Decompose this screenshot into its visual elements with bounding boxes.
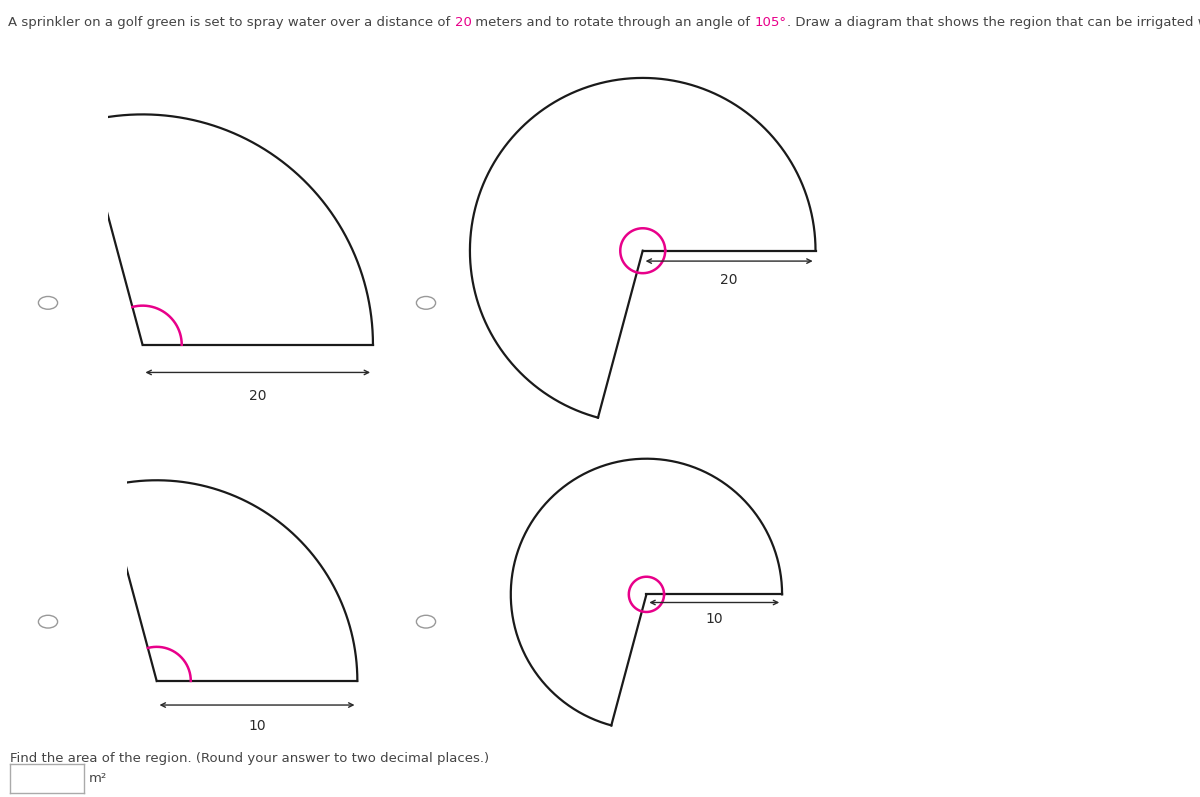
Text: 10: 10 bbox=[706, 612, 724, 626]
Text: 105°: 105° bbox=[755, 17, 787, 29]
Text: 20: 20 bbox=[720, 273, 738, 287]
Text: 10: 10 bbox=[248, 719, 266, 733]
Text: m²: m² bbox=[89, 772, 107, 785]
Text: A sprinkler on a golf green is set to spray water over a distance of: A sprinkler on a golf green is set to sp… bbox=[8, 17, 455, 29]
Text: 20: 20 bbox=[455, 17, 472, 29]
Text: . Draw a diagram that shows the region that can be irrigated with the sprinkler.: . Draw a diagram that shows the region t… bbox=[787, 17, 1200, 29]
Text: 20: 20 bbox=[250, 389, 266, 402]
Text: Find the area of the region. (Round your answer to two decimal places.): Find the area of the region. (Round your… bbox=[10, 752, 488, 765]
Text: meters and to rotate through an angle of: meters and to rotate through an angle of bbox=[472, 17, 755, 29]
